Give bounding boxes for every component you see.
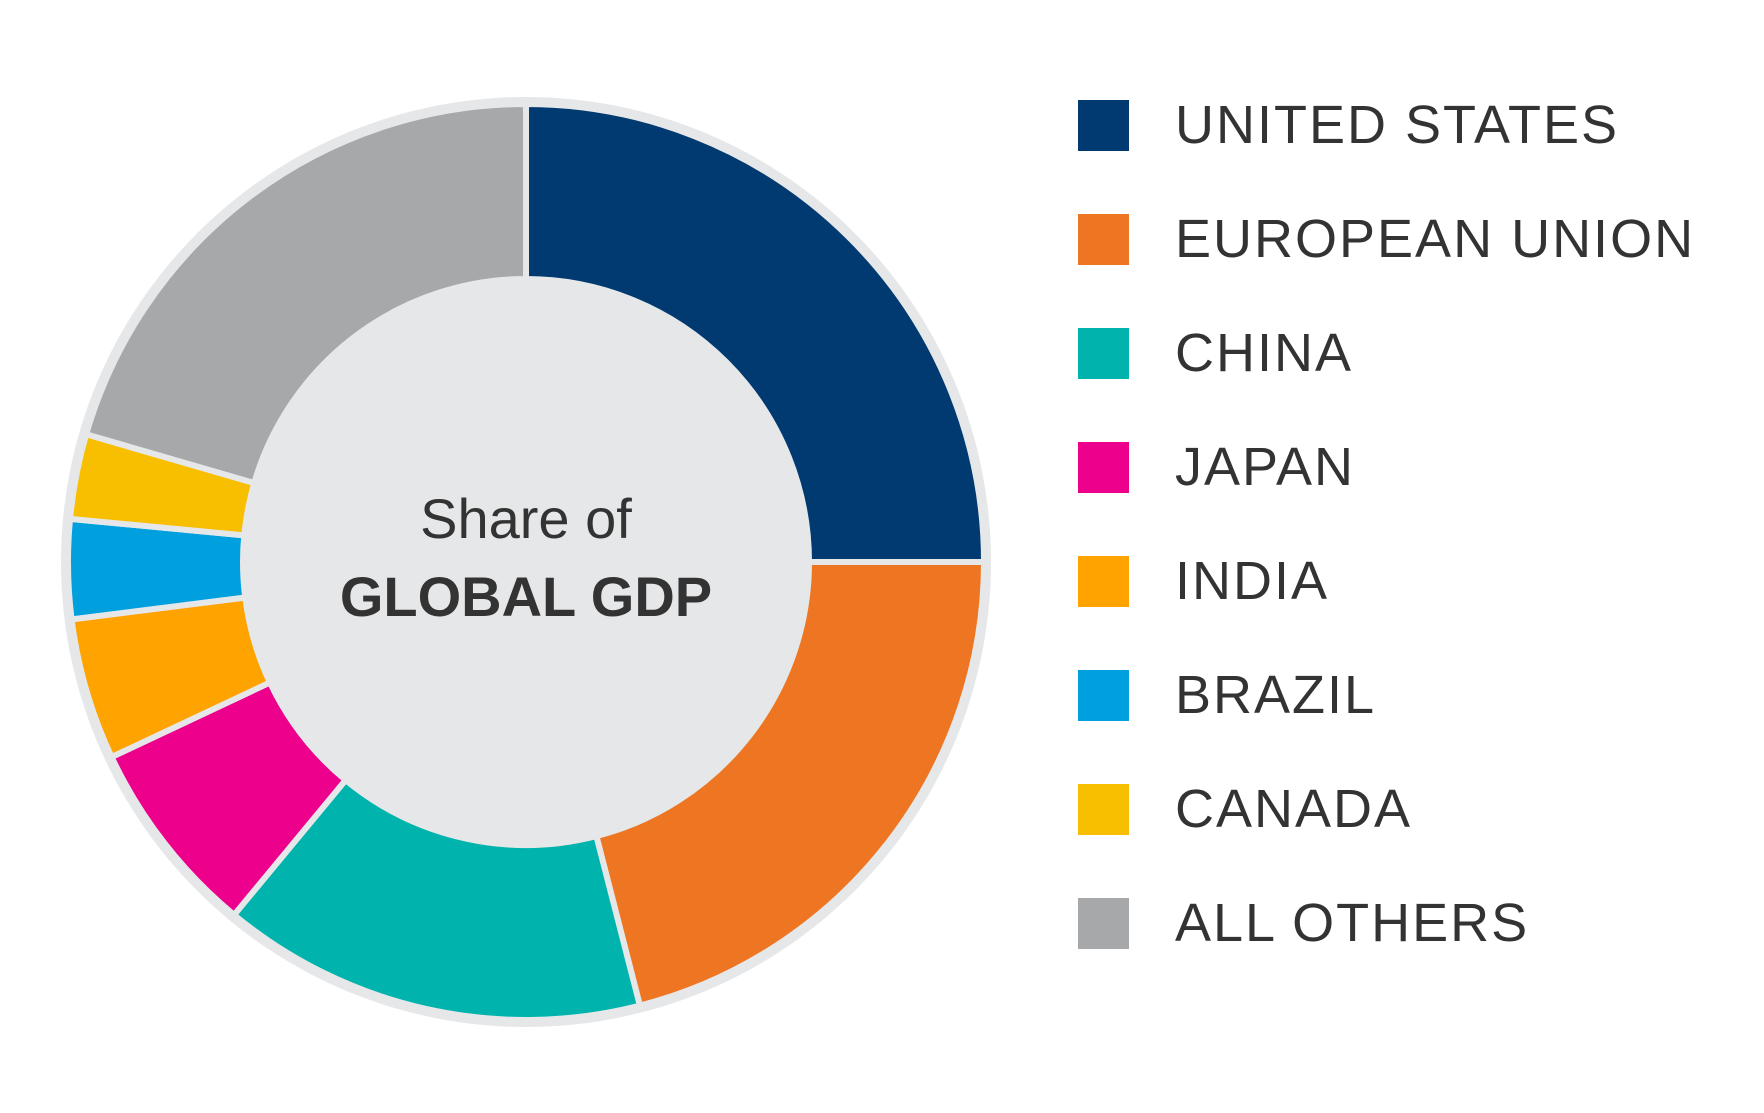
legend-label: BRAZIL xyxy=(1175,665,1377,725)
legend-swatch xyxy=(1078,897,1129,949)
legend-item: CHINA xyxy=(1078,323,1353,383)
donut-center-hole xyxy=(243,279,809,845)
legend-label: JAPAN xyxy=(1175,437,1356,497)
legend-item: UNITED STATES xyxy=(1078,95,1619,155)
legend-label: UNITED STATES xyxy=(1175,95,1620,155)
legend-label: INDIA xyxy=(1175,551,1330,611)
center-label-line1: Share of xyxy=(420,487,632,550)
legend-item: EUROPEAN UNION xyxy=(1078,209,1695,269)
legend-swatch xyxy=(1078,99,1129,151)
legend-label: ALL OTHERS xyxy=(1175,893,1530,953)
legend-swatch xyxy=(1078,669,1129,721)
center-label-line2: GLOBAL GDP xyxy=(340,565,712,628)
legend-label: CANADA xyxy=(1175,779,1413,839)
donut-slices xyxy=(65,100,988,1023)
legend-swatch xyxy=(1078,441,1129,493)
legend-item: CANADA xyxy=(1078,779,1412,839)
legend-label: EUROPEAN UNION xyxy=(1175,209,1696,269)
legend-item: ALL OTHERS xyxy=(1078,893,1529,953)
legend-item: BRAZIL xyxy=(1078,665,1376,725)
legend-label: CHINA xyxy=(1175,323,1354,383)
legend-swatch xyxy=(1078,555,1129,607)
legend-item: INDIA xyxy=(1078,551,1329,611)
legend-swatch xyxy=(1078,783,1129,835)
legend-item: JAPAN xyxy=(1078,437,1355,497)
legend-swatch xyxy=(1078,213,1129,265)
legend-swatch xyxy=(1078,327,1129,379)
